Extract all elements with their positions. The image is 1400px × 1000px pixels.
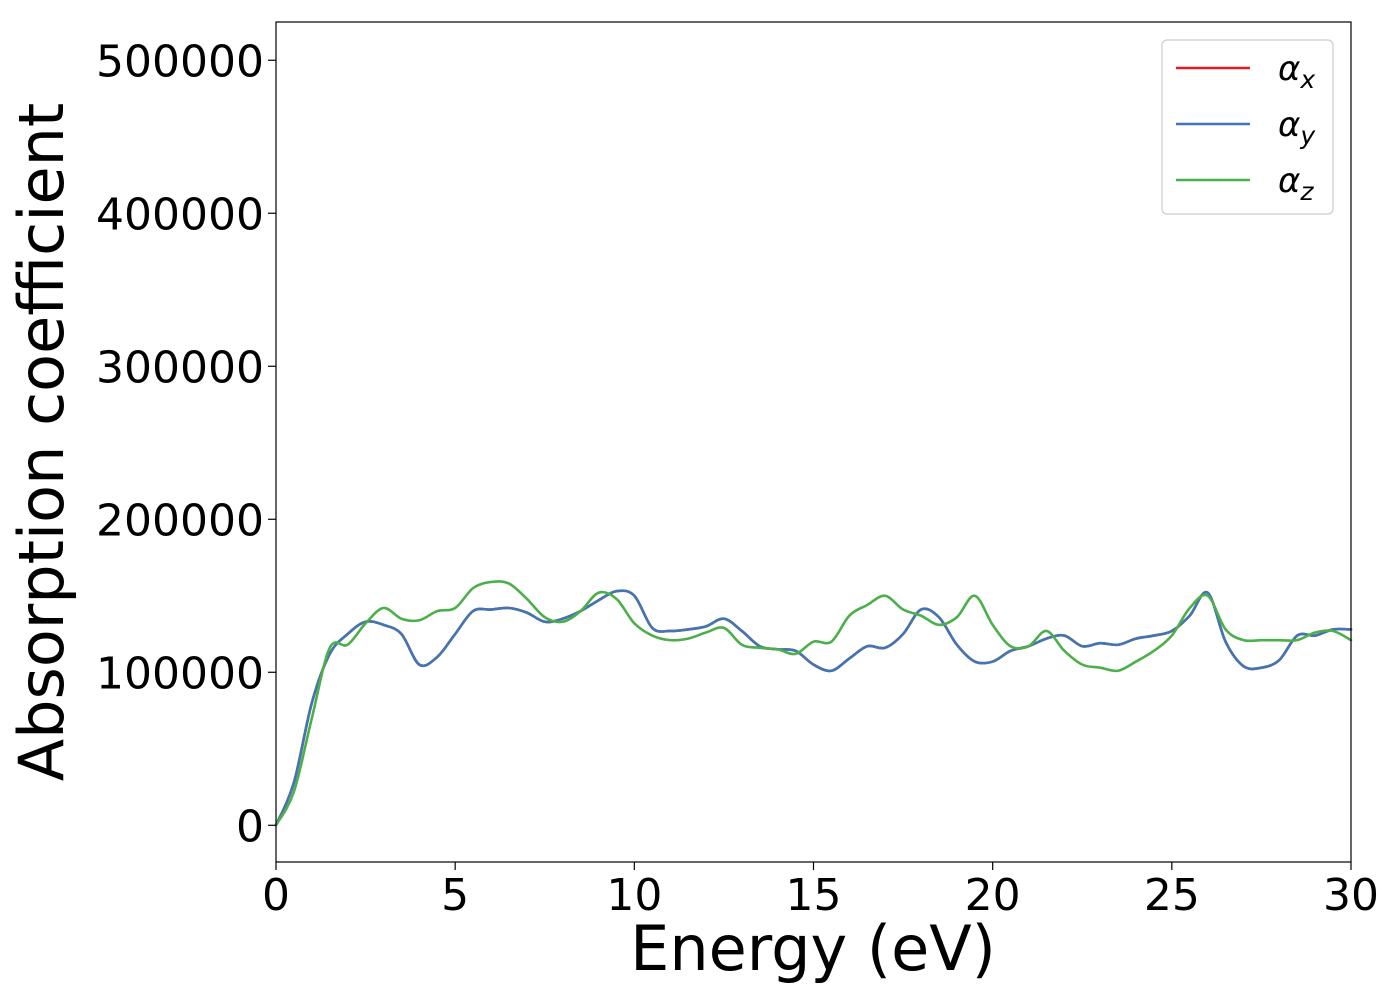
legend-subscript: x	[1299, 65, 1315, 94]
y-tick-label: 200000	[96, 495, 264, 546]
y-tick-label: 500000	[96, 36, 264, 87]
series-line-z	[274, 580, 1353, 827]
y-tick-label: 300000	[96, 342, 264, 393]
series-layer	[274, 580, 1353, 827]
x-tick-label: 15	[786, 870, 842, 921]
x-tick-label: 5	[441, 870, 469, 921]
legend-label-z: αz	[1278, 161, 1314, 206]
legend-label-y: αy	[1278, 105, 1316, 150]
y-tick-label: 100000	[96, 648, 264, 699]
x-tick-label: 30	[1323, 870, 1379, 921]
legend-subscript: y	[1299, 121, 1316, 150]
series-line-y	[274, 589, 1353, 827]
legend-symbol: α	[1278, 161, 1300, 201]
x-tick-label: 0	[262, 870, 290, 921]
x-tick-label: 10	[606, 870, 662, 921]
legend-symbol: α	[1278, 49, 1300, 89]
x-tick-label: 20	[965, 870, 1021, 921]
legend-subscript: z	[1299, 177, 1314, 206]
y-tick-label: 0	[236, 801, 264, 852]
legend-symbol: α	[1278, 105, 1300, 145]
x-axis-ticks: 0 5 10 15 20 25 30	[262, 862, 1379, 921]
x-axis-title: Energy (eV)	[630, 912, 996, 985]
y-axis-title: Absorption coefficient	[5, 103, 78, 782]
x-tick-label: 25	[1144, 870, 1200, 921]
legend-label-x: αx	[1278, 49, 1315, 94]
y-axis-ticks: 0 100000 200000 300000 400000 500000	[96, 36, 276, 852]
y-tick-label: 400000	[96, 189, 264, 240]
series-line-x	[274, 589, 1353, 827]
legend-frame	[1161, 39, 1334, 215]
